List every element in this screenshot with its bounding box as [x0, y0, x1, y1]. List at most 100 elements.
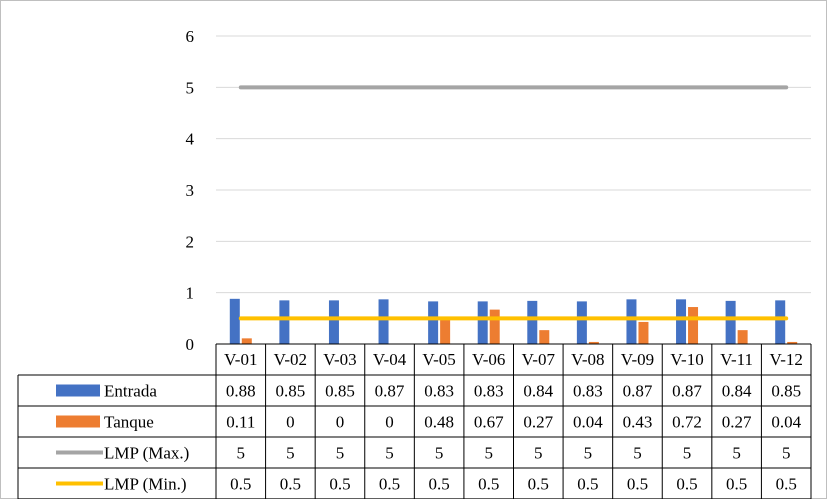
data-label: 5	[732, 444, 741, 463]
y-axis-ticks: 0 1 2 3 4 5 6	[186, 27, 195, 354]
data-label: 5	[336, 444, 345, 463]
data-label: 5	[237, 444, 246, 463]
data-label: 0.5	[627, 475, 648, 494]
data-label: 0	[336, 413, 345, 432]
y-tick-label: 6	[186, 27, 195, 46]
data-label: 0.83	[573, 382, 603, 401]
x-tick-label: V-12	[770, 350, 803, 369]
bar-entrada-v-08	[576, 301, 587, 344]
bar-entrada-v-12	[775, 300, 786, 344]
data-label: 5	[484, 444, 493, 463]
y-tick-label: 3	[186, 181, 195, 200]
x-tick-label: V-04	[373, 350, 407, 369]
data-label: 0.88	[226, 382, 256, 401]
data-label: 0.5	[379, 475, 400, 494]
bar-tanque-v-11	[737, 330, 748, 344]
bar-entrada-v-04	[378, 299, 389, 344]
bar-tanque-v-01	[241, 338, 252, 344]
data-label: 5	[782, 444, 791, 463]
data-label: 0.84	[523, 382, 553, 401]
data-label: 0.5	[776, 475, 797, 494]
data-label: 0.85	[276, 382, 306, 401]
bar-entrada-v-10	[676, 299, 687, 344]
data-label: 0.5	[429, 475, 450, 494]
data-label: 0	[385, 413, 394, 432]
data-label: 5	[584, 444, 593, 463]
y-tick-label: 5	[186, 78, 195, 97]
legend-key-entrada	[56, 384, 100, 397]
x-tick-label: V-01	[224, 350, 257, 369]
data-label: 0.48	[424, 413, 454, 432]
legend-label: Entrada	[104, 382, 157, 401]
data-label: 0.87	[375, 382, 405, 401]
data-label: 5	[633, 444, 642, 463]
data-label: 0.04	[771, 413, 801, 432]
x-tick-label: V-02	[274, 350, 307, 369]
data-label: 0.27	[523, 413, 553, 432]
y-tick-label: 0	[186, 335, 195, 354]
x-tick-label: V-03	[323, 350, 356, 369]
data-label: 0.5	[528, 475, 549, 494]
data-label: 5	[435, 444, 444, 463]
y-tick-label: 2	[186, 232, 195, 251]
legend-label: Tanque	[104, 413, 154, 432]
data-label: 5	[385, 444, 394, 463]
x-tick-label: V-10	[670, 350, 703, 369]
y-tick-label: 4	[186, 130, 195, 149]
data-label: 0.84	[722, 382, 752, 401]
data-label: 0.72	[672, 413, 702, 432]
data-label: 0.87	[623, 382, 653, 401]
bar-tanque-v-10	[688, 307, 699, 344]
x-tick-label: V-11	[720, 350, 753, 369]
legend-label: LMP (Min.)	[104, 475, 187, 494]
y-tick-label: 1	[186, 284, 195, 303]
x-tick-label: V-08	[571, 350, 604, 369]
legend-key-tanque	[56, 415, 100, 428]
data-label: 0	[286, 413, 295, 432]
data-label: 0.5	[676, 475, 697, 494]
x-tick-label: V-06	[472, 350, 505, 369]
data-label: 0.87	[672, 382, 702, 401]
bar-tanque-v-05	[440, 319, 451, 344]
data-label: 0.83	[474, 382, 504, 401]
x-tick-label: V-07	[522, 350, 556, 369]
data-label: 0.67	[474, 413, 504, 432]
data-label: 5	[286, 444, 295, 463]
x-tick-label: V-09	[621, 350, 654, 369]
bar-entrada-v-07	[527, 300, 538, 344]
data-label: 0.5	[329, 475, 350, 494]
bar-tanque-v-12	[787, 341, 798, 344]
bar-entrada-v-02	[279, 300, 290, 344]
bar-entrada-v-01	[229, 298, 240, 344]
bar-tanque-v-07	[539, 330, 550, 344]
x-tick-label: V-05	[422, 350, 455, 369]
data-label: 0.04	[573, 413, 603, 432]
lines	[238, 85, 789, 321]
data-label: 0.5	[478, 475, 499, 494]
data-label: 5	[683, 444, 692, 463]
data-label: 0.85	[771, 382, 801, 401]
bar-entrada-v-05	[428, 301, 439, 344]
data-label: 0.5	[577, 475, 598, 494]
bar-tanque-v-08	[588, 341, 599, 344]
data-label: 0.5	[726, 475, 747, 494]
bar-entrada-v-06	[477, 301, 488, 344]
data-table: V-01 V-02 V-03 V-04 V-05 V-06 V-07 V-08 V-09 V-10…	[17, 343, 812, 500]
data-label: 0.5	[280, 475, 301, 494]
bar-entrada-v-09	[626, 299, 637, 344]
bar-entrada-v-11	[725, 300, 736, 344]
bar-entrada-v-03	[328, 300, 339, 344]
data-label: 0.27	[722, 413, 752, 432]
bar-tanque-v-09	[638, 321, 649, 344]
data-label: 0.11	[226, 413, 255, 432]
bar-tanque-v-06	[489, 309, 500, 344]
data-label: 0.43	[623, 413, 653, 432]
data-label: 0.5	[230, 475, 251, 494]
legend-label: LMP (Max.)	[104, 444, 189, 463]
bars	[229, 298, 798, 344]
data-label: 5	[534, 444, 543, 463]
data-label: 0.85	[325, 382, 355, 401]
